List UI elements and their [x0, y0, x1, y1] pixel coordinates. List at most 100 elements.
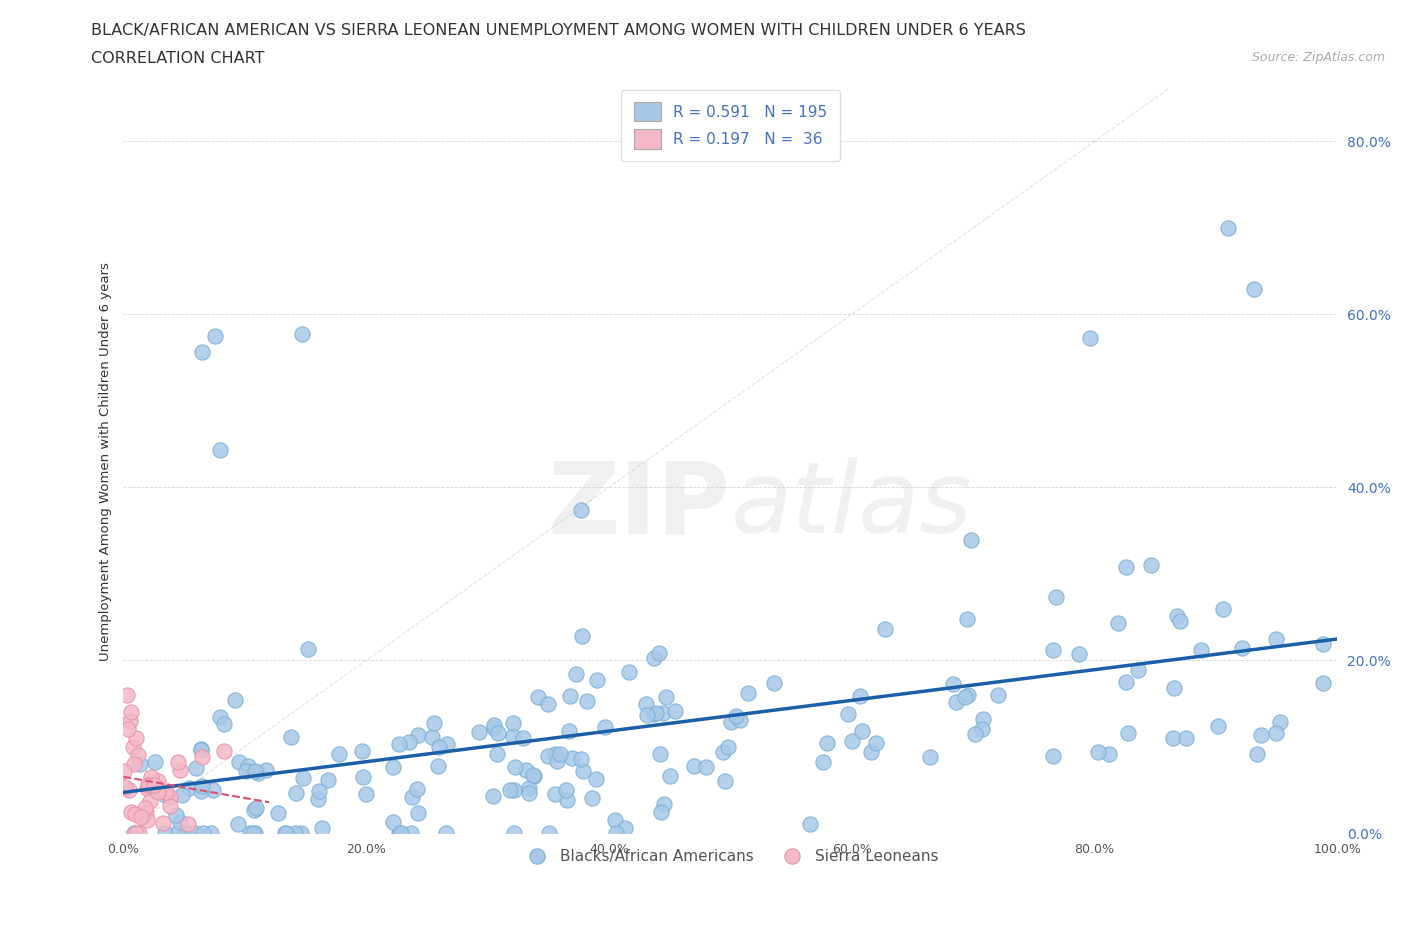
Point	[960, 532, 983, 547]
Point	[112, 764, 135, 778]
Point	[145, 783, 167, 798]
Point	[146, 785, 169, 800]
Point	[169, 815, 191, 830]
Point	[1268, 714, 1291, 729]
Point	[555, 782, 578, 797]
Point	[683, 759, 706, 774]
Point	[155, 785, 177, 800]
Point	[1042, 643, 1064, 658]
Point	[972, 711, 994, 726]
Point	[571, 764, 593, 778]
Point	[987, 687, 1010, 702]
Point	[659, 768, 682, 783]
Point	[125, 826, 148, 841]
Point	[174, 826, 197, 841]
Point	[664, 703, 686, 718]
Point	[1312, 636, 1334, 651]
Point	[328, 747, 350, 762]
Point	[191, 344, 214, 359]
Point	[636, 697, 658, 711]
Point	[401, 790, 423, 804]
Point	[1140, 558, 1163, 573]
Point	[153, 788, 176, 803]
Point	[859, 745, 882, 760]
Point	[576, 694, 599, 709]
Point	[1264, 631, 1286, 646]
Point	[308, 783, 330, 798]
Point	[148, 773, 170, 788]
Point	[117, 722, 139, 737]
Point	[548, 747, 571, 762]
Point	[544, 787, 567, 802]
Point	[243, 803, 266, 817]
Point	[274, 826, 297, 841]
Point	[636, 708, 658, 723]
Point	[204, 329, 226, 344]
Point	[503, 759, 526, 774]
Point	[498, 783, 520, 798]
Point	[586, 672, 609, 687]
Point	[139, 770, 162, 785]
Point	[131, 809, 153, 824]
Point	[212, 717, 235, 732]
Point	[1212, 602, 1234, 617]
Point	[235, 764, 257, 778]
Point	[200, 826, 222, 841]
Point	[1116, 725, 1139, 740]
Point	[297, 642, 319, 657]
Point	[799, 817, 821, 831]
Point	[486, 747, 509, 762]
Point	[558, 689, 581, 704]
Point	[124, 826, 146, 841]
Point	[184, 826, 207, 841]
Point	[276, 825, 298, 840]
Point	[190, 742, 212, 757]
Point	[811, 755, 834, 770]
Point	[246, 765, 269, 780]
Point	[1115, 560, 1137, 575]
Point	[169, 763, 191, 777]
Point	[434, 826, 457, 841]
Point	[243, 826, 266, 841]
Point	[202, 783, 225, 798]
Point	[503, 782, 526, 797]
Point	[115, 687, 138, 702]
Point	[242, 826, 264, 841]
Point	[138, 778, 160, 793]
Point	[837, 707, 859, 722]
Point	[292, 771, 315, 786]
Point	[643, 651, 665, 666]
Point	[965, 726, 987, 741]
Point	[1045, 590, 1067, 604]
Point	[152, 816, 174, 830]
Point	[436, 737, 458, 751]
Point	[593, 720, 616, 735]
Point	[190, 742, 212, 757]
Text: CORRELATION CHART: CORRELATION CHART	[91, 51, 264, 66]
Point	[118, 713, 141, 728]
Point	[245, 764, 267, 778]
Point	[1078, 330, 1101, 345]
Point	[254, 762, 277, 777]
Point	[537, 749, 560, 764]
Point	[352, 769, 374, 784]
Point	[406, 781, 429, 796]
Point	[166, 826, 188, 841]
Point	[519, 786, 541, 801]
Point	[648, 646, 671, 661]
Point	[388, 826, 411, 841]
Point	[427, 740, 450, 755]
Point	[191, 778, 214, 793]
Point	[381, 759, 404, 774]
Point	[172, 788, 194, 803]
Point	[737, 685, 759, 700]
Point	[401, 826, 423, 841]
Point	[139, 777, 162, 791]
Point	[1166, 608, 1188, 623]
Point	[284, 826, 307, 841]
Point	[193, 826, 215, 841]
Point	[512, 731, 534, 746]
Point	[145, 755, 167, 770]
Point	[114, 779, 136, 794]
Point	[1163, 680, 1185, 695]
